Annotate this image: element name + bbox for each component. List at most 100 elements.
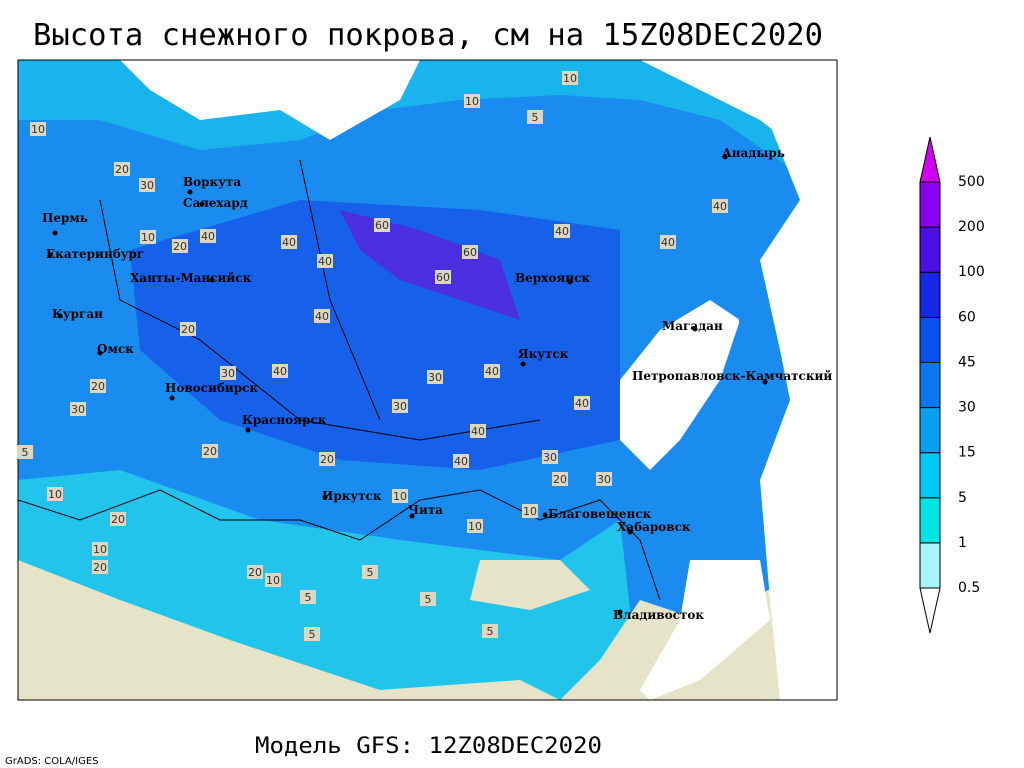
contour-label-box [462,245,478,259]
contour-label-box [482,624,498,638]
contour-label-box [362,565,378,579]
contour-label-box [172,239,188,253]
deepest-snow [340,210,520,320]
contour-label-box [392,489,408,503]
city-label: Пермь [42,211,88,225]
contour-label: 30 [597,473,611,486]
colorbar-label: 45 [958,354,976,370]
contour-label: 40 [555,225,569,238]
arctic-ocean [120,60,420,140]
contour-label: 40 [318,255,332,268]
contour-label: 40 [454,455,468,468]
contour-label-box [110,512,126,526]
contour-label-box [596,472,612,486]
contour-label-box [420,592,436,606]
contour-label-box [90,379,106,393]
colorbar-segment [919,316,941,363]
contour-label-box [92,560,108,574]
contour-label: 40 [661,236,675,249]
contour-label-box [574,396,590,410]
city-label: Благовещенск [548,507,652,521]
contour-label-box [464,94,480,108]
contour-label: 5 [367,566,374,579]
city-label: Петропавловск-Камчатский [632,369,832,383]
contour-label-box [527,110,543,124]
contour-label: 30 [221,367,235,380]
city-marker [409,513,415,519]
contour-label-box [180,322,196,336]
colorbar-segment [919,361,941,409]
contour-label-box [712,199,728,213]
city-marker [542,512,548,518]
contour-label-box [660,235,676,249]
contour-label-box [92,542,108,556]
city-label: Чита [408,503,443,517]
colorbar-label: 5 [958,490,967,506]
pacific-ocean [760,90,837,700]
contour-label: 30 [393,400,407,413]
contour-label: 10 [48,488,62,501]
contour-label-box [114,162,130,176]
city-label: Хабаровск [617,520,691,534]
contour-label: 10 [523,505,537,518]
contour-label-box [314,309,330,323]
contour-label: 10 [93,543,107,556]
city-label: Екатеринбург [46,247,144,261]
contour-label: 5 [305,591,312,604]
colorbar-segment [919,497,941,544]
city-marker [520,361,526,367]
colorbar-label: 100 [958,264,985,280]
contour-label-box [70,402,86,416]
arctic-ocean [640,60,837,180]
contour-label: 10 [266,574,280,587]
city-label: Новосибирск [165,381,258,395]
contour-label-box [542,450,558,464]
city-marker [627,529,633,535]
city-label: Ханты-Мансийск [130,271,252,285]
contour-label: 40 [282,236,296,249]
contour-label: 30 [428,371,442,384]
city-label: Иркутск [322,489,382,503]
colorbar-segment [919,452,941,499]
colorbar-label: 60 [958,309,976,325]
city-marker [169,395,175,401]
city-label: Красноярск [242,413,327,427]
contour-label: 40 [713,200,727,213]
contour-label: 40 [575,397,589,410]
contour-label: 40 [485,365,499,378]
colorbar-label: 15 [958,445,976,461]
contour-label: 30 [140,179,154,192]
city-label: Верхоянск [515,271,590,285]
city-marker [47,252,53,258]
map [18,60,837,700]
contour-label: 10 [31,123,45,136]
contour-label-box [272,364,288,378]
contour-label-box [552,472,568,486]
contour-label: 20 [553,473,567,486]
contour-label-box [467,519,483,533]
city-marker [722,154,728,160]
colorbar-label: 1 [958,535,967,551]
city-marker [762,379,768,385]
contour-label-box [281,235,297,249]
contour-label-box [139,178,155,192]
city-label: Якутск [518,347,569,361]
colorbar-segment [919,271,941,318]
contour-label: 20 [93,561,107,574]
credit: GrADS: COLA/IGES [5,756,99,767]
colorbar-segment [919,226,941,273]
contour-label-box [427,370,443,384]
city-marker [245,427,251,433]
contour-label-box [435,270,451,284]
city-label: Омск [97,342,134,356]
contour-label-box [554,224,570,238]
map-frame [17,59,838,701]
colorbar-high-triangle [919,136,941,183]
colorbar-low-triangle [919,587,941,634]
city-marker [617,609,623,615]
contour-label: 40 [273,365,287,378]
contour-label-box [30,122,46,136]
contour-label: 60 [375,219,389,232]
